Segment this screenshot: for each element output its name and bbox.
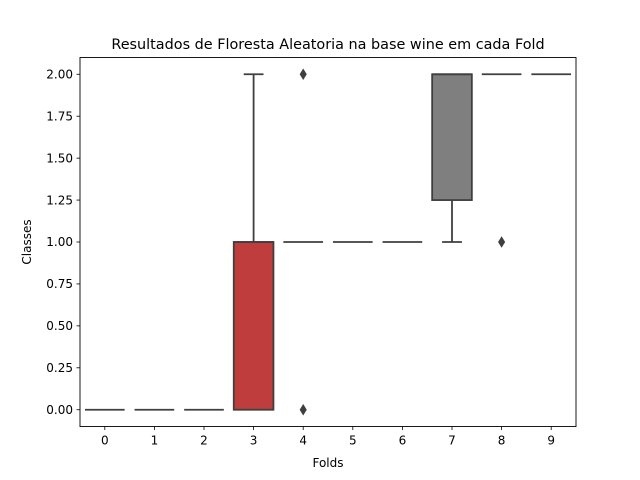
x-tick-label: 0 [101, 434, 109, 448]
box-body [232, 241, 275, 411]
plot-area [84, 68, 572, 416]
chart-title: Resultados de Floresta Aleatoria na base… [111, 37, 544, 53]
plot-frame [79, 57, 577, 427]
y-tick-label: 0.00 [46, 403, 73, 417]
y-tick-label: 2.00 [46, 67, 73, 81]
y-tick-label: 0.75 [46, 277, 73, 291]
y-axis: 0.00 0.25 0.50 0.75 1.00 1.25 1.50 1.75 2.00 [46, 67, 80, 417]
outlier-point [299, 403, 307, 416]
y-tick-label: 1.50 [46, 151, 73, 165]
box-body [431, 73, 473, 201]
box-fold-3 [232, 73, 275, 411]
box-fold-4 [283, 68, 324, 416]
x-tick-label: 1 [151, 434, 159, 448]
x-tick-label: 4 [299, 434, 307, 448]
x-axis-label: Folds [312, 456, 343, 470]
x-tick-label: 9 [547, 434, 555, 448]
x-tick-label: 3 [250, 434, 258, 448]
outlier-point [299, 68, 307, 81]
y-axis-label: Classes [20, 219, 34, 264]
y-tick-label: 0.50 [46, 319, 73, 333]
outlier-point [498, 236, 506, 248]
box-fold-8 [481, 73, 522, 248]
x-tick-label: 2 [200, 434, 208, 448]
y-tick-label: 1.00 [46, 235, 73, 249]
x-tick-label: 5 [349, 434, 357, 448]
x-tick-label: 7 [448, 434, 456, 448]
x-tick-label: 8 [498, 434, 506, 448]
y-tick-label: 0.25 [46, 361, 73, 375]
x-tick-label: 6 [399, 434, 407, 448]
y-tick-label: 1.75 [46, 109, 73, 123]
x-axis: 0 1 2 3 4 5 6 7 8 9 [101, 426, 555, 448]
y-tick-label: 1.25 [46, 193, 73, 207]
box-fold-7 [431, 73, 473, 243]
